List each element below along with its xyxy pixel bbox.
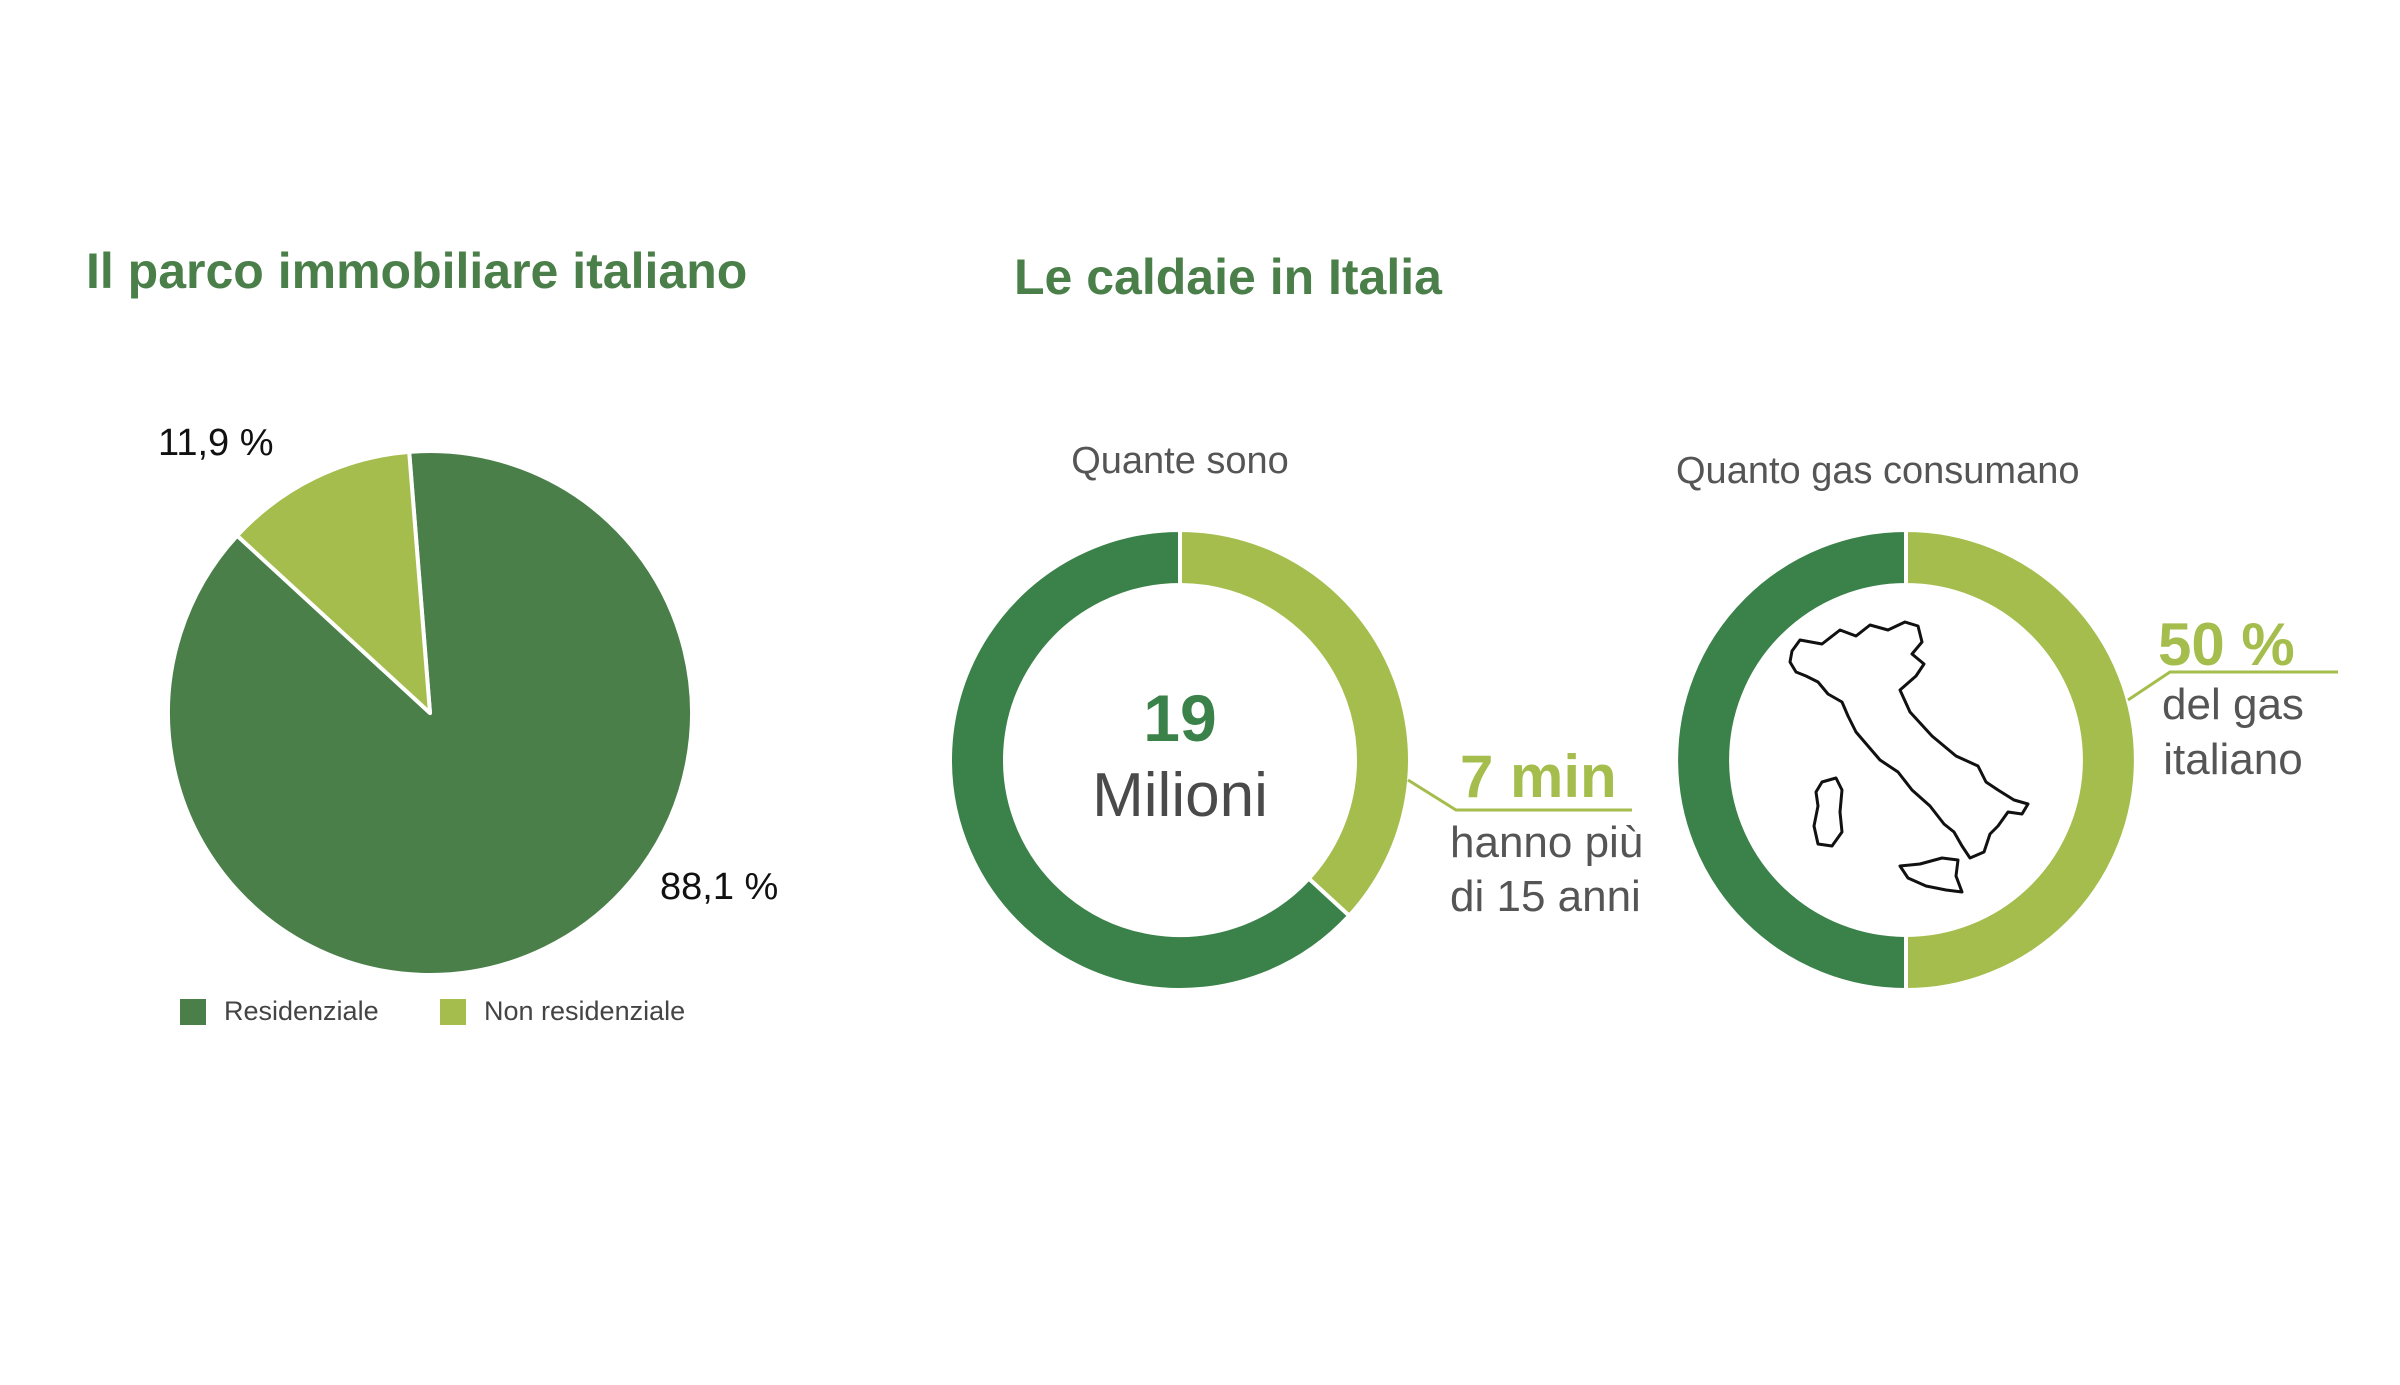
slice-label-residenziale: 88,1 % — [660, 866, 779, 908]
donut1-callout-line2: di 15 anni — [1450, 872, 1641, 921]
donut1-center-unit: Milioni — [1092, 761, 1268, 830]
legend-label-residenziale: Residenziale — [224, 996, 379, 1026]
legend-label-non-residenziale: Non residenziale — [484, 996, 686, 1026]
slice-label-non-residenziale: 11,9 % — [158, 422, 274, 464]
boilers-title: Le caldaie in Italia — [1014, 249, 1442, 305]
sicily-icon — [1898, 856, 1964, 894]
donut1-center-value: 19 — [1143, 681, 1217, 755]
donut2-callout-line — [2127, 670, 2338, 702]
donut2-callout-value: 50 % — [2158, 611, 2295, 678]
donut1-callout-line1: hanno più — [1450, 818, 1644, 867]
donut2-slice-resto — [1674, 527, 1908, 993]
legend-swatch-non-residenziale — [440, 998, 466, 1025]
pie-chart-title: Il parco immobiliare italiano — [86, 243, 748, 299]
donut1-subtitle: Quante sono — [1071, 440, 1289, 482]
legend-non-residenziale: Non residenziale — [440, 996, 685, 1027]
pie-slice-non-residenziale — [235, 449, 432, 715]
donut2-slice-del-gas-italiano — [1904, 527, 2138, 993]
donut2-callout-line1: del gas — [2162, 680, 2304, 729]
italy-map-icon — [1788, 620, 2030, 860]
donut1-slice-hanno-pi-di-15-anni — [1178, 527, 1412, 919]
donut2-callout-line2: italiano — [2163, 735, 2303, 784]
donut2-subtitle: Quanto gas consumano — [1676, 450, 2080, 492]
donut1-callout-value: 7 min — [1460, 743, 1617, 810]
donut1-slice-altre — [948, 527, 1353, 992]
sardinia-icon — [1812, 776, 1844, 848]
donut1-callout-line — [1407, 778, 1632, 812]
legend-swatch-residenziale — [180, 998, 206, 1025]
legend-residenziale: Residenziale — [180, 996, 379, 1027]
